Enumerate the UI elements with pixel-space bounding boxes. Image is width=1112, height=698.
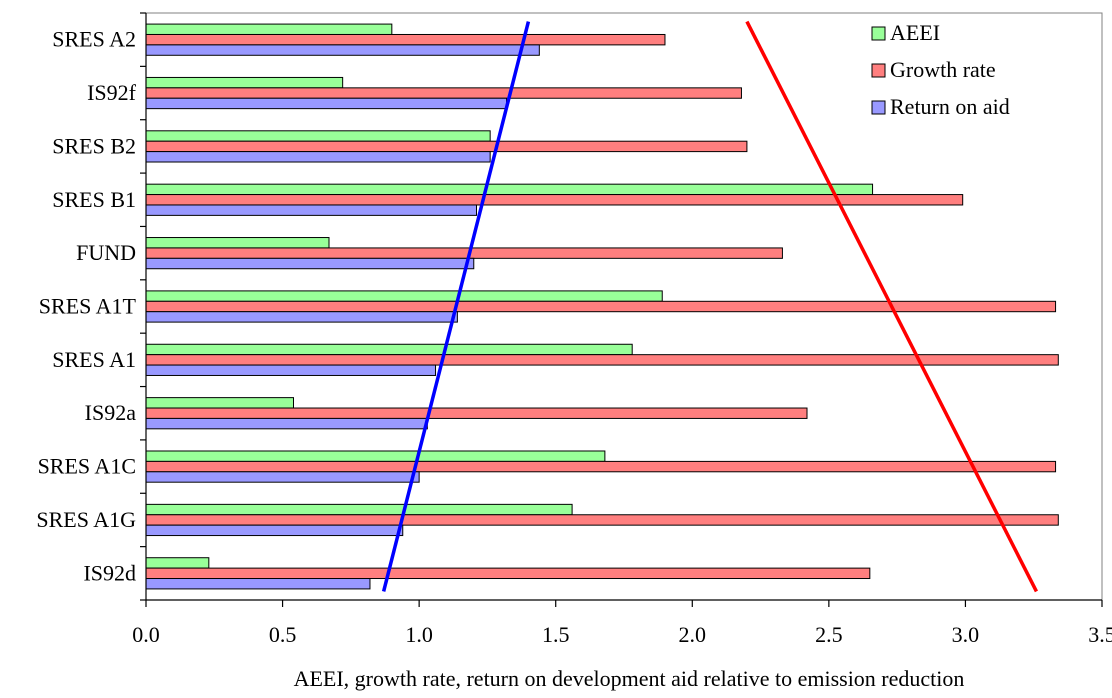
bar-growth-rate-sres-a1c [145,460,1057,473]
legend-label-aeei: AEEI [890,20,940,45]
red-trend-line [745,20,1039,593]
bar-return-on-aid-sres-a1g [145,524,404,537]
x-tick-label: 2.0 [679,622,707,647]
bar-return-on-aid-sres-b1 [145,204,478,216]
bar-return-on-aid-sres-a1c [145,471,420,483]
legend: AEEI Growth rate Return on aid [871,20,1010,119]
x-tick-label: 1.0 [405,622,433,647]
legend-label-return-on-aid: Return on aid [890,94,1010,119]
bar-aeei-sres-a1c [145,450,606,462]
bar-return-on-aid-is92a [145,417,428,430]
bar-return-on-aid-sres-a1t [145,311,458,323]
y-tick-label: SRES A2 [52,27,136,52]
bar-growth-rate-sres-a1g [145,514,1059,526]
bar-return-on-aid-sres-b2 [145,151,491,163]
legend-swatch-aeei [871,26,886,41]
bars-layer [145,23,1059,590]
bar-growth-rate-is92f [145,87,742,99]
overlay-lines-layer [381,20,1039,593]
bar-aeei-is92f [145,76,344,89]
bar-growth-rate-is92d [145,567,871,580]
axes-layer: IS92d SRES A1G SRES A1C IS92a SRES A1 SRES A1… [36,12,1112,647]
bar-aeei-sres-a1g [145,503,573,516]
y-tick-label: FUND [76,240,136,265]
y-tick-label: SRES A1 [52,347,136,372]
bar-aeei-is92a [145,397,294,409]
x-tick-label: 2.5 [815,622,843,647]
x-tick-label: 3.5 [1088,622,1112,647]
bar-aeei-fund [145,237,330,249]
bar-return-on-aid-sres-a2 [145,44,540,56]
x-tick-label: 1.5 [542,622,570,647]
x-tick-label: 3.0 [952,622,980,647]
bar-growth-rate-fund [145,247,783,259]
bar-aeei-sres-a1t [145,290,663,302]
bar-growth-rate-sres-a1t [145,300,1057,313]
y-tick-label: SRES B1 [52,187,136,212]
bar-aeei-is92d [145,557,210,569]
y-tick-label: SRES A1C [38,454,136,479]
x-axis-title: AEEI, growth rate, return on development… [294,666,965,691]
blue-trend-line [381,21,531,592]
bar-return-on-aid-is92f [145,97,508,110]
legend-swatch-return-on-aid [871,100,886,115]
bar-aeei-sres-b2 [145,130,491,142]
bar-return-on-aid-is92d [145,578,371,590]
bar-aeei-sres-a1 [145,343,633,356]
bar-aeei-sres-a2 [145,23,393,35]
y-tick-label: IS92d [83,560,136,585]
bar-growth-rate-is92a [145,407,808,419]
legend-swatch-growth-rate [871,63,886,78]
legend-label-growth-rate: Growth rate [890,57,996,82]
y-tick-label: SRES A1T [39,294,137,319]
bar-growth-rate-sres-b2 [145,140,748,153]
x-tick-label: 0.5 [269,622,297,647]
y-tick-label: IS92a [85,400,137,425]
bar-growth-rate-sres-a2 [145,33,666,46]
bar-return-on-aid-fund [145,257,475,270]
y-tick-label: SRES A1G [36,507,136,532]
x-tick-label: 0.0 [132,622,160,647]
bar-aeei-sres-b1 [145,183,874,196]
y-tick-label: IS92f [87,80,137,105]
bar-return-on-aid-sres-a1 [145,364,437,376]
y-tick-label: SRES B2 [52,133,136,158]
